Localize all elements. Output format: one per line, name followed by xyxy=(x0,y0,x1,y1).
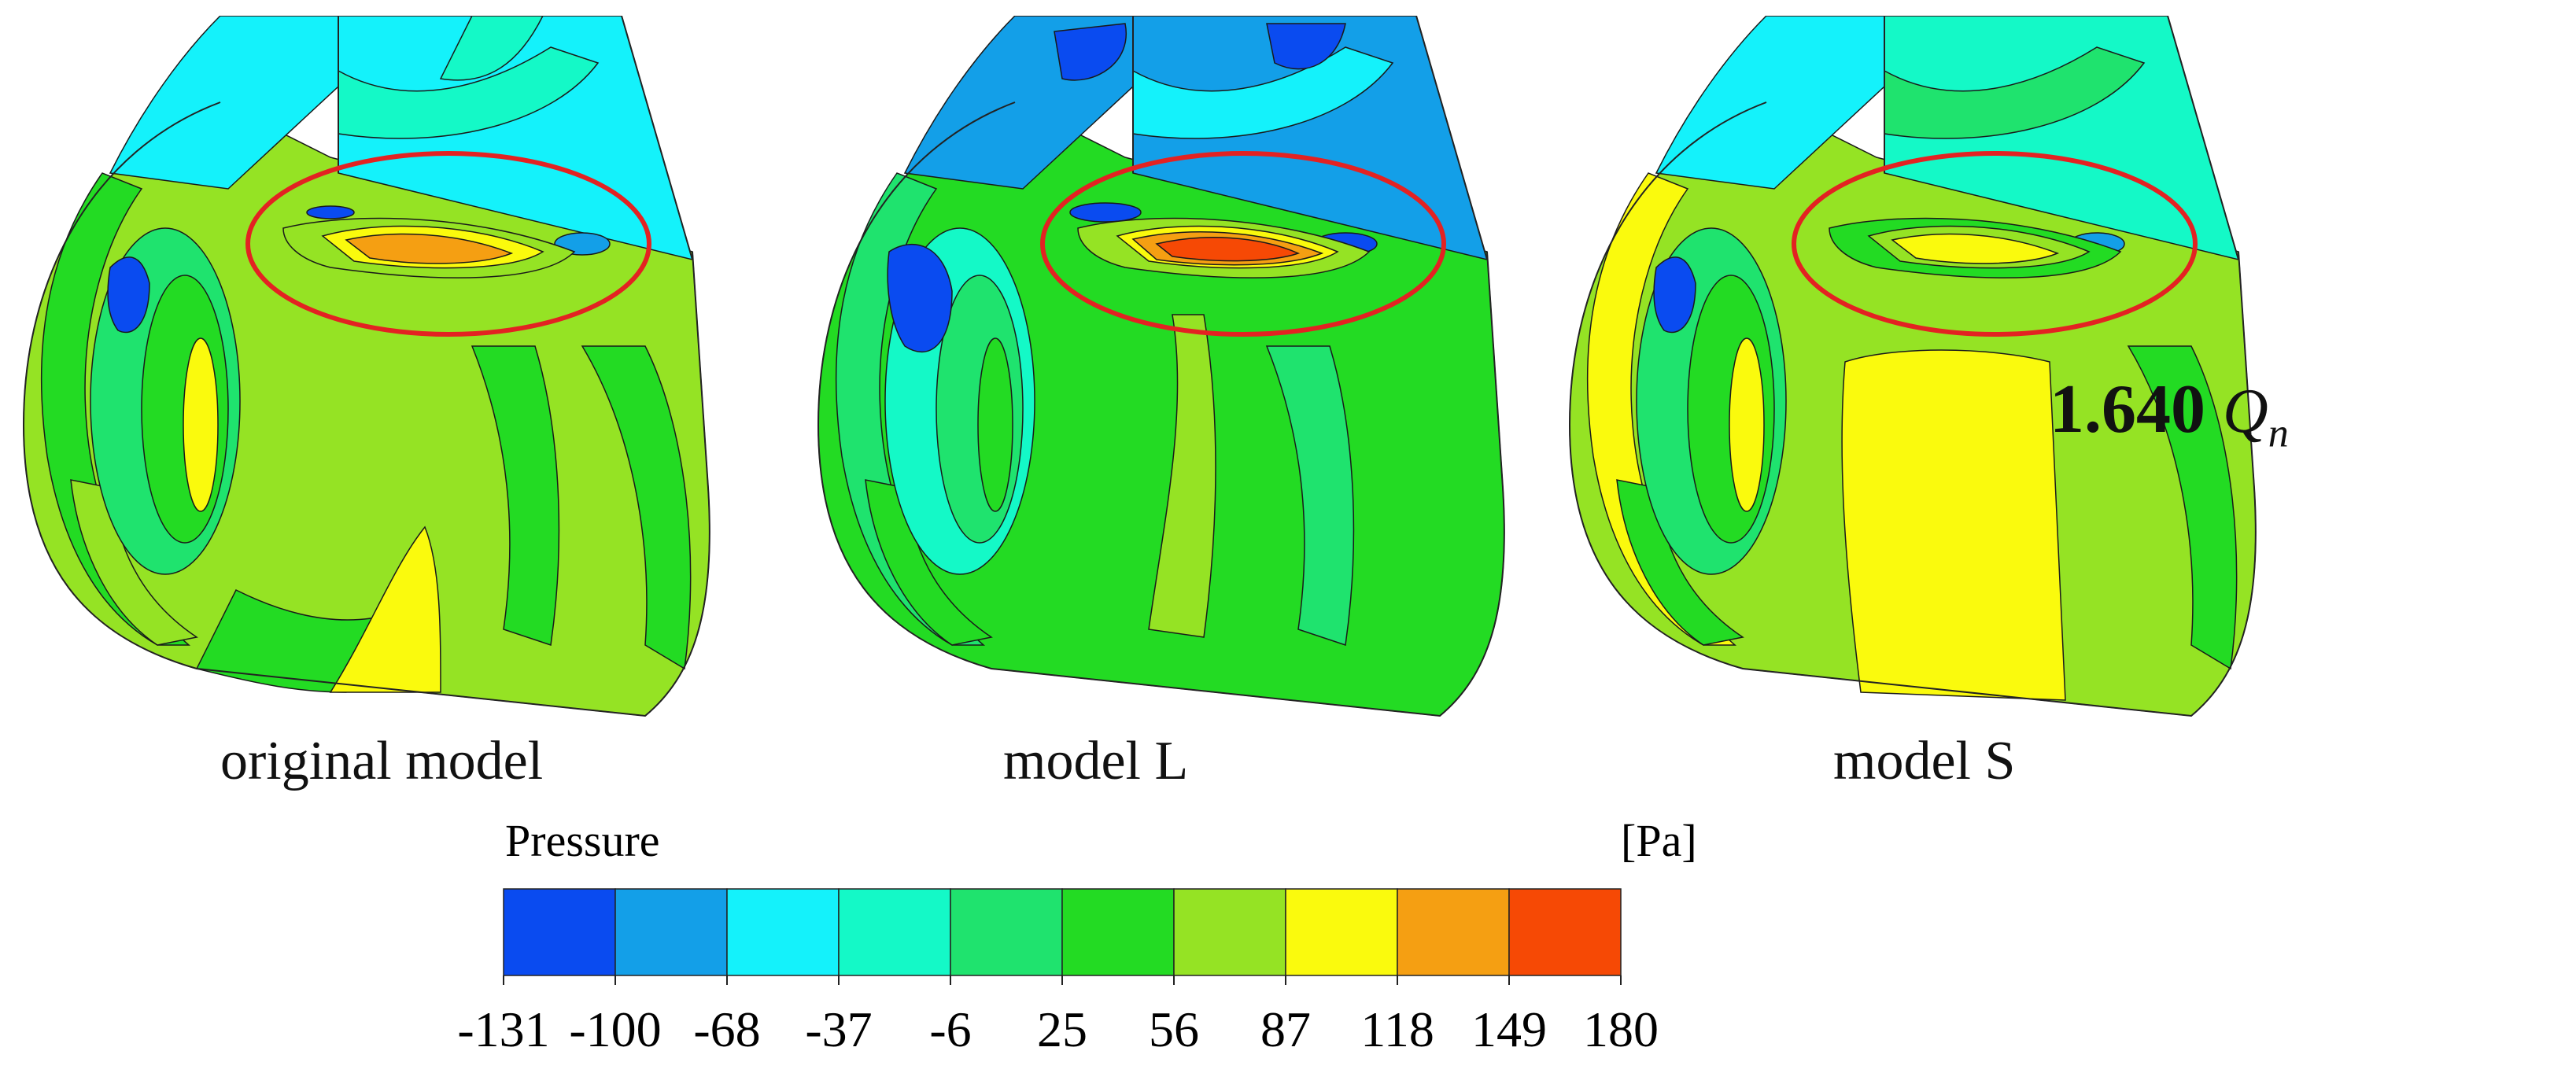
top-box-band2 xyxy=(439,16,544,81)
legend-swatch xyxy=(503,888,616,976)
top-box-band xyxy=(1884,46,2146,139)
legend-swatch xyxy=(838,888,951,976)
band-right-1 xyxy=(471,345,560,646)
legend-swatch xyxy=(1173,888,1286,976)
contour-body-model-s xyxy=(1568,16,2257,717)
low-pressure-pocket xyxy=(107,256,150,334)
model-outline xyxy=(817,16,1505,717)
legend-swatch xyxy=(726,888,840,976)
hub-core xyxy=(977,337,1013,512)
highlight-ellipse xyxy=(245,151,651,337)
contour-body-original xyxy=(22,16,710,717)
pressure-contour-original-model xyxy=(22,16,710,717)
pressure-contour-model-l xyxy=(817,16,1505,717)
legend-title: Pressure xyxy=(505,815,660,866)
high-pressure-peak xyxy=(1891,233,2060,264)
band-outer xyxy=(40,172,191,646)
band-outer xyxy=(835,172,986,646)
band-outer xyxy=(1586,172,1737,646)
model-outline xyxy=(1568,16,2257,717)
top-box-dark xyxy=(1054,23,1127,81)
hub-core xyxy=(183,337,219,512)
top-box-left xyxy=(109,16,339,190)
flow-rate-label: 1.640 Qn xyxy=(2050,370,2289,457)
low-pressure-pocket-2 xyxy=(306,205,355,219)
caption-model-l: model L xyxy=(1003,731,1189,791)
band-right-2 xyxy=(2127,345,2238,670)
pressure-contour-model-s xyxy=(1568,16,2257,717)
yellow-center xyxy=(1841,349,2066,701)
band-right-2 xyxy=(1148,314,1216,638)
legend-tick-label: -131 xyxy=(457,1001,549,1057)
legend-swatch xyxy=(950,888,1063,976)
highlight-ellipse xyxy=(1040,151,1446,337)
pressure-legend: Pressure [Pa] -131 -100 -68 -37 -6 25 56 87 118 1… xyxy=(457,815,1697,1057)
flow-rate-symbol: Q xyxy=(2223,377,2268,446)
legend-tick-label: 87 xyxy=(1260,1001,1311,1057)
legend-tick-label: 149 xyxy=(1471,1001,1547,1057)
low-pressure-pocket xyxy=(1653,256,1696,334)
caption-original-model: original model xyxy=(220,731,544,791)
legend-tick-label: 25 xyxy=(1037,1001,1087,1057)
hub-core xyxy=(1729,337,1765,512)
high-pressure-peak xyxy=(345,233,514,264)
legend-unit: [Pa] xyxy=(1621,815,1697,866)
legend-colorbar xyxy=(503,888,1622,976)
flow-rate-subscript: n xyxy=(2268,411,2289,456)
top-box-band xyxy=(338,46,600,139)
legend-tick-label: 56 xyxy=(1149,1001,1199,1057)
legend-tick-label: -37 xyxy=(805,1001,872,1057)
band-right-2 xyxy=(581,345,692,670)
top-box-band xyxy=(1132,46,1394,139)
top-box-left xyxy=(1655,16,1885,190)
legend-tick-label: -100 xyxy=(569,1001,661,1057)
low-pressure-pocket xyxy=(887,243,953,353)
flow-rate-value: 1.640 xyxy=(2050,371,2205,448)
legend-tick-labels: -131 -100 -68 -37 -6 25 56 87 118 149 180 xyxy=(457,975,1659,1057)
high-pressure-peak xyxy=(1155,237,1301,262)
model-outline xyxy=(22,16,710,717)
caption-model-s: model S xyxy=(1833,731,2016,791)
legend-swatch xyxy=(1061,888,1175,976)
legend-swatch xyxy=(1508,888,1622,976)
legend-swatch xyxy=(1397,888,1510,976)
legend-tick-label: 118 xyxy=(1360,1001,1434,1057)
legend-tick-label: -6 xyxy=(929,1001,971,1057)
highlight-ellipse xyxy=(1792,151,2198,337)
top-box-dark-2 xyxy=(1266,23,1346,70)
band-yellow-bottom xyxy=(329,525,441,693)
legend-tick-label: 180 xyxy=(1583,1001,1659,1057)
band-right-1 xyxy=(1265,345,1355,646)
legend-tick-label: -68 xyxy=(693,1001,760,1057)
low-pressure-pocket-2 xyxy=(1069,202,1142,223)
legend-swatch xyxy=(614,888,728,976)
contour-body-model-l xyxy=(817,16,1505,717)
legend-swatch xyxy=(1285,888,1398,976)
